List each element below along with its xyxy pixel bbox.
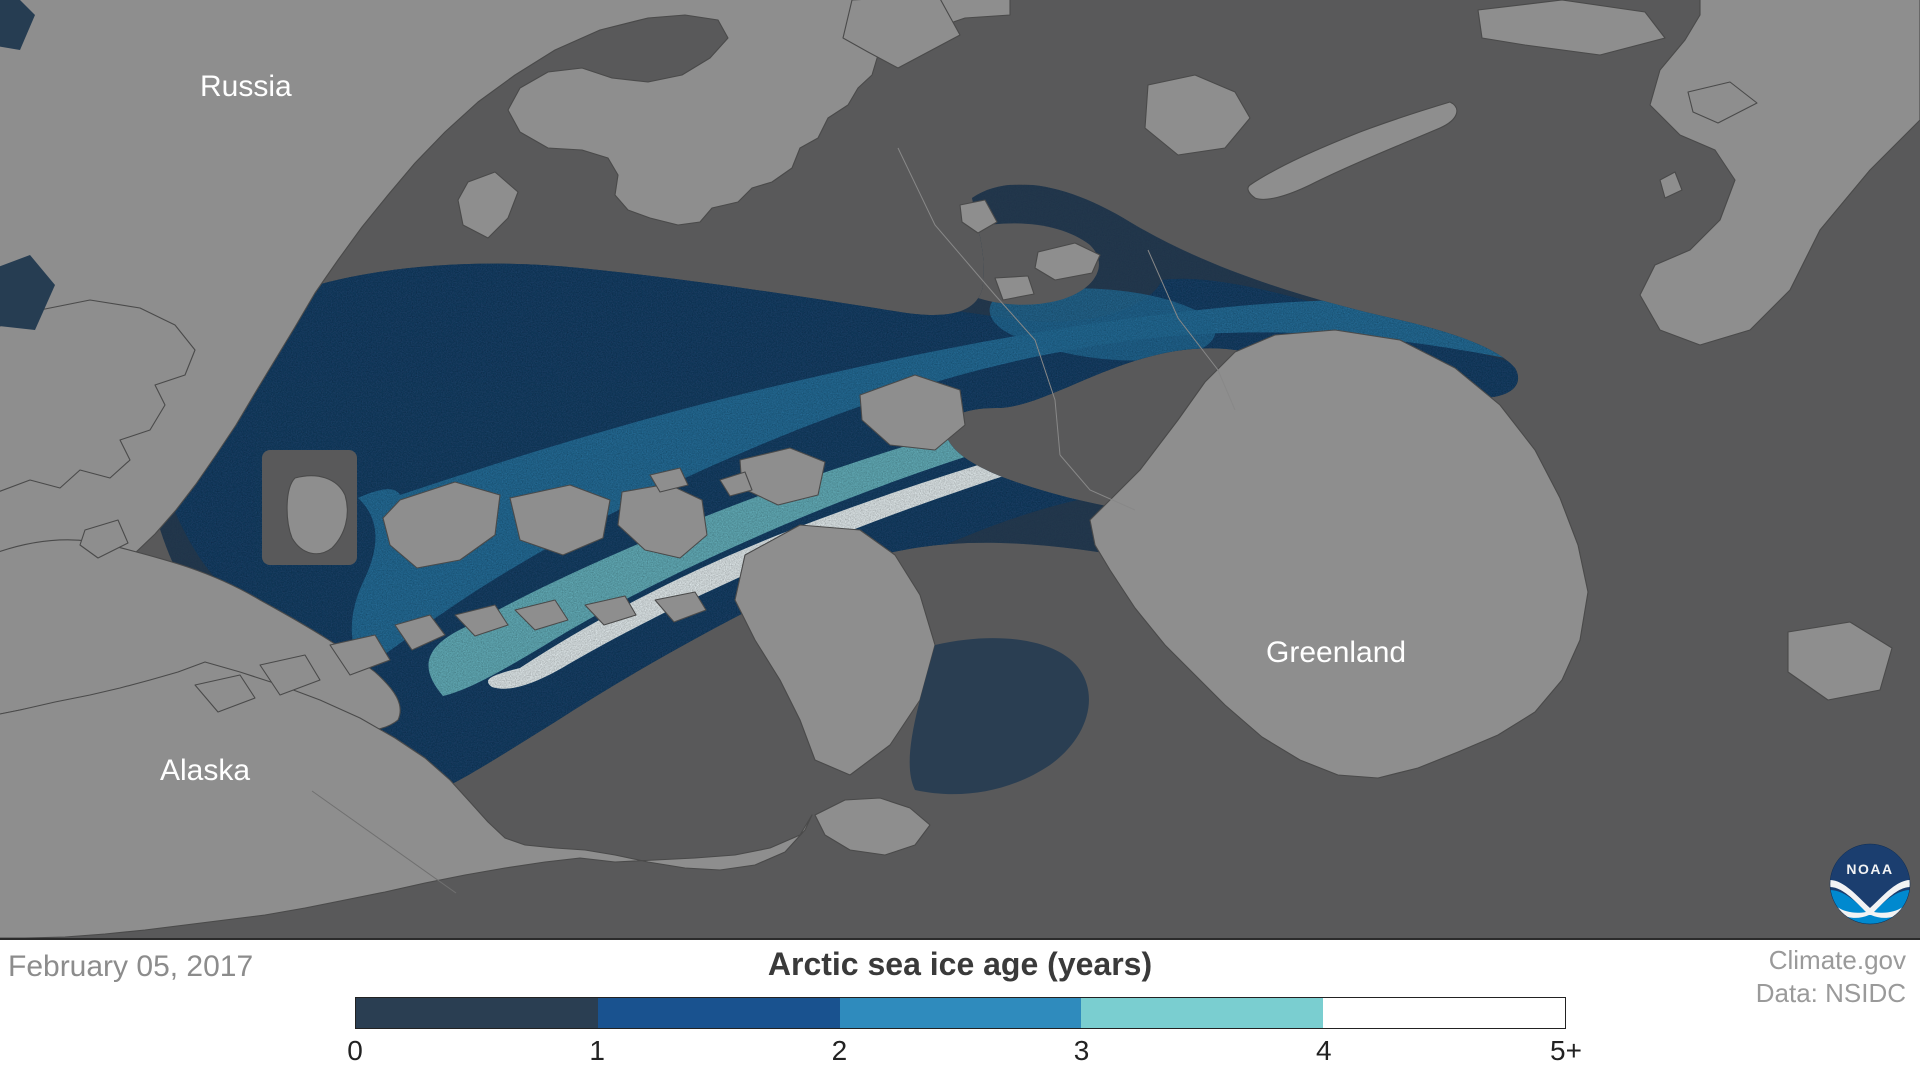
svg-text:NOAA: NOAA bbox=[1846, 861, 1893, 877]
svg-text:Alaska: Alaska bbox=[160, 754, 250, 787]
svg-text:Russia: Russia bbox=[200, 70, 292, 103]
svg-text:Greenland: Greenland bbox=[1266, 636, 1406, 669]
